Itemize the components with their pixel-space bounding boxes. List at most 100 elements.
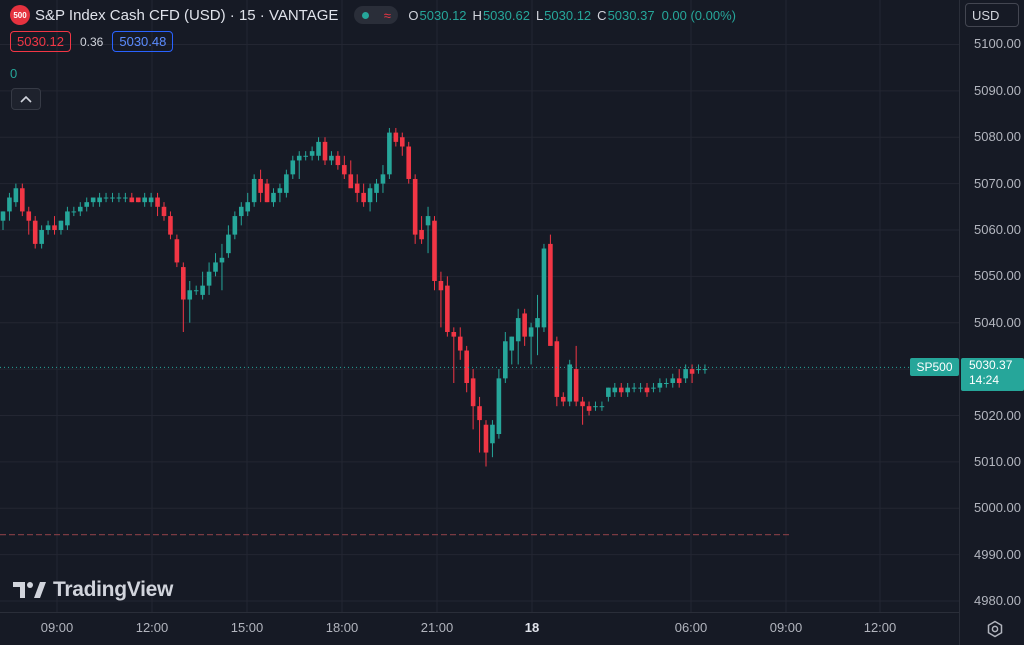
candle-body	[586, 406, 592, 411]
candle-body	[412, 178, 418, 235]
price-axis-label: 4980.00	[974, 593, 1021, 608]
candle-body	[528, 327, 534, 337]
candle-body	[90, 197, 96, 203]
candle-body	[354, 183, 360, 193]
candle-body	[77, 206, 83, 212]
candle-body	[58, 220, 64, 230]
candle-body	[509, 336, 515, 351]
candle-body	[348, 174, 354, 189]
collapse-legend-button[interactable]	[11, 88, 41, 110]
candle-body	[457, 336, 463, 351]
candle-body	[625, 387, 630, 393]
candle-body	[123, 197, 128, 199]
high-value: 5030.62	[482, 7, 530, 23]
candle-body	[129, 197, 135, 203]
candle-body	[483, 424, 489, 453]
symbol-price-tag: SP500	[910, 358, 959, 376]
candle-body	[470, 378, 476, 407]
price-axis-label: 5100.00	[974, 36, 1021, 51]
candle-body	[168, 216, 173, 235]
candle-body	[593, 406, 598, 408]
candle-body	[110, 197, 115, 199]
candle-body	[193, 290, 199, 292]
candle-body	[419, 229, 424, 240]
candle-body	[264, 183, 270, 203]
candle-body	[200, 285, 205, 295]
time-axis-label: 12:00	[863, 620, 897, 635]
candle-body	[161, 206, 167, 217]
candle-body	[696, 369, 701, 371]
candle-body	[65, 211, 70, 226]
candle-body	[387, 132, 392, 175]
market-open-dot-icon	[361, 11, 369, 19]
delayed-data-icon: ≈	[383, 7, 391, 23]
price-axis-label: 5020.00	[974, 408, 1021, 423]
candle-body	[232, 216, 238, 235]
candle-body	[71, 211, 77, 213]
candle-body	[142, 197, 147, 203]
candle-body	[554, 341, 560, 397]
candle-body	[380, 174, 386, 184]
spread-value: 0.36	[80, 34, 104, 49]
buy-button[interactable]: 5030.48	[112, 31, 174, 52]
time-axis-label: 12:00	[135, 620, 169, 635]
candle-body	[393, 132, 399, 142]
candle-body	[155, 197, 160, 207]
candle-body	[303, 155, 308, 157]
candle-body	[503, 341, 508, 379]
open-label: O	[408, 7, 419, 23]
symbol-logo-icon[interactable]: 500	[10, 5, 30, 25]
candle-body	[541, 248, 547, 328]
time-axis-label: 09:00	[40, 620, 74, 635]
candle-body	[432, 220, 437, 281]
currency-label: USD	[972, 7, 1000, 23]
candle-body	[683, 369, 688, 379]
symbol-title[interactable]: S&P Index Cash CFD (USD) · 15 · VANTAGE	[35, 6, 339, 24]
candle-body	[580, 401, 585, 407]
candle-body	[84, 202, 90, 207]
candle-body	[342, 165, 347, 175]
currency-selector[interactable]: USD	[965, 3, 1019, 27]
candle-body	[329, 155, 334, 161]
candle-body	[296, 155, 302, 161]
candle-body	[245, 202, 251, 212]
candle-body	[515, 318, 521, 342]
candle-body	[664, 383, 669, 385]
last-price-value: 5030.37	[969, 358, 1013, 372]
candle-body	[284, 174, 289, 193]
candle-body	[13, 188, 19, 203]
last-price-tag: 5030.37 14:24	[961, 358, 1024, 391]
candle-body	[206, 271, 212, 286]
candle-body	[148, 197, 154, 203]
candle-body	[399, 137, 405, 147]
candle-body	[374, 183, 379, 193]
close-label: C	[597, 7, 607, 23]
candle-body	[45, 225, 51, 230]
candle-body	[567, 364, 573, 402]
tradingview-logo[interactable]: TradingView	[13, 578, 173, 602]
candle-body	[464, 350, 469, 384]
open-value: 5030.12	[419, 7, 467, 23]
candle-body	[103, 197, 109, 199]
candle-body	[213, 262, 218, 272]
volume-value: 0	[10, 66, 18, 81]
candle-body	[451, 331, 457, 337]
candle-body	[599, 406, 605, 408]
gear-icon[interactable]	[986, 620, 1004, 638]
candle-body	[702, 369, 708, 371]
sell-button[interactable]: 5030.12	[10, 31, 71, 52]
candle-body	[7, 197, 12, 212]
candle-body	[496, 378, 502, 435]
candle-body	[689, 369, 695, 374]
candle-body	[631, 387, 637, 389]
candle-body	[548, 243, 553, 346]
candle-body	[309, 151, 315, 156]
candle-body	[97, 197, 102, 203]
candle-body	[32, 220, 38, 244]
candle-body	[606, 387, 611, 397]
candle-body	[290, 160, 296, 175]
market-status-pill[interactable]: ≈	[354, 6, 399, 24]
candle-body	[670, 378, 676, 384]
close-value: 5030.37	[607, 7, 655, 23]
